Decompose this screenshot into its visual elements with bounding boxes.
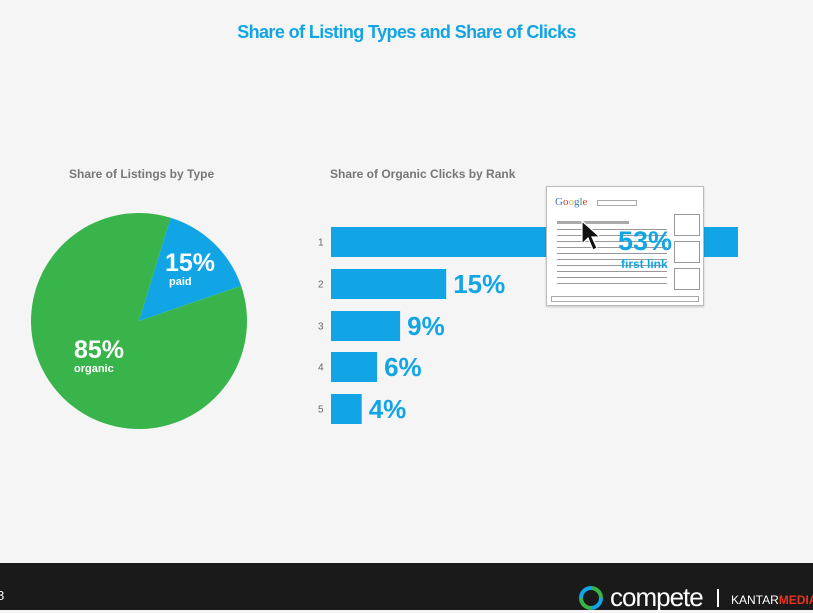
kantar-media-logo: KANTARMEDIA: [731, 593, 813, 607]
result-line: [557, 265, 667, 266]
result-line: [557, 283, 667, 284]
rank-tick-label: 5: [318, 405, 324, 416]
google-serp-illustration: Google 53% first link: [546, 186, 704, 306]
first-link-label: first link: [621, 257, 668, 271]
compete-wordmark: compete: [610, 582, 704, 612]
footer-bar: 8 compete KANTARMEDIA: [0, 563, 813, 612]
media-word: MEDIA: [778, 593, 813, 607]
result-line: [557, 241, 667, 242]
paid-label: 15% paid: [165, 251, 215, 288]
bar-rank-4: [331, 352, 378, 382]
ad-box-icon: [674, 241, 700, 263]
google-logo-letter: o: [562, 196, 569, 208]
google-logo: Google: [555, 196, 587, 208]
ad-box-icon: [674, 214, 700, 236]
bar-value-label: 15%: [453, 269, 505, 299]
result-line: [557, 277, 667, 278]
bar-rank-2: [331, 269, 447, 299]
paid-slice-name: paid: [169, 276, 192, 288]
first-link-value: 53%: [618, 226, 673, 256]
rank-tick-label: 4: [318, 363, 324, 374]
bar-chart-title: Share of Organic Clicks by Rank: [330, 167, 516, 181]
result-line: [557, 247, 667, 248]
organic-slice-name: organic: [74, 363, 114, 375]
google-logo-letter: l: [579, 196, 583, 208]
organic-label: 85% organic: [74, 338, 124, 375]
bar-value-label: 9%: [407, 311, 445, 341]
pie-chart: [30, 213, 248, 429]
pie-slice-paid: [139, 217, 242, 321]
result-line: [557, 271, 667, 272]
result-line: [557, 259, 667, 260]
bar-rank-3: [331, 311, 401, 341]
page-number: 8: [0, 588, 5, 603]
google-logo-letter: o: [568, 196, 574, 208]
paid-value-label: 15%: [165, 249, 216, 277]
pie-chart-title: Share of Listings by Type: [69, 167, 215, 181]
cursor-arrow-icon: [581, 220, 602, 251]
logo-separator: [717, 589, 719, 607]
slide: Share of Listing Types and Share of Clic…: [30, 22, 738, 429]
google-logo-letter: g: [573, 196, 580, 208]
result-line: [557, 235, 667, 236]
google-logo-letter: e: [582, 196, 588, 208]
kantar-word: KANTAR: [731, 593, 779, 607]
bar-rank-5: [331, 394, 362, 424]
organic-value-label: 85%: [74, 336, 125, 364]
ad-box-icon: [674, 268, 700, 290]
google-logo-letter: G: [555, 196, 563, 208]
pie-slice-organic: [30, 213, 248, 429]
bar-value-label: 6%: [384, 352, 422, 382]
serp-footer-bar: [551, 296, 699, 302]
chart-title: Share of Listing Types and Share of Clic…: [237, 22, 576, 42]
result-line: [557, 253, 667, 254]
rank-tick-label: 2: [318, 280, 324, 291]
search-bar-icon: [597, 200, 637, 206]
result-line: [557, 229, 667, 230]
rank-tick-label: 3: [318, 322, 324, 333]
bar-value-label: 4%: [369, 394, 407, 424]
rank-tick-label: 1: [318, 238, 324, 249]
compete-logo-icon: [579, 586, 603, 610]
first-result-line: [557, 221, 629, 224]
